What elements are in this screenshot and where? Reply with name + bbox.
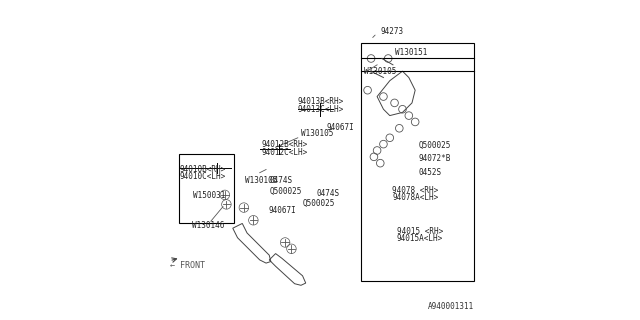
Text: 94015 <RH>: 94015 <RH> <box>397 227 443 236</box>
Text: 94072*B: 94072*B <box>419 154 451 163</box>
Text: 94015A<LH>: 94015A<LH> <box>397 234 443 243</box>
Text: W130105: W130105 <box>364 67 397 76</box>
Bar <box>361 43 474 281</box>
Text: Q500025: Q500025 <box>303 199 335 208</box>
Text: 94273: 94273 <box>380 27 403 36</box>
Text: 94012C<LH>: 94012C<LH> <box>261 148 308 157</box>
Text: 94067I: 94067I <box>326 123 354 132</box>
Text: W150031: W150031 <box>193 191 225 200</box>
Text: 0474S: 0474S <box>317 189 340 198</box>
Text: A940001311: A940001311 <box>428 302 474 311</box>
Text: 94013C<LH>: 94013C<LH> <box>298 105 344 114</box>
Text: 94067I: 94067I <box>269 206 296 215</box>
Text: Q500025: Q500025 <box>419 141 451 150</box>
Text: 94078 <RH>: 94078 <RH> <box>392 186 438 195</box>
Text: W130151: W130151 <box>394 48 427 57</box>
Text: ← FRONT: ← FRONT <box>170 261 205 270</box>
Bar <box>179 154 234 223</box>
Text: 94012B<RH>: 94012B<RH> <box>261 140 308 149</box>
Text: 0452S: 0452S <box>419 168 442 177</box>
Text: 94010B<RH>: 94010B<RH> <box>180 165 226 174</box>
Text: 94010C<LH>: 94010C<LH> <box>180 172 226 181</box>
Text: 0474S: 0474S <box>270 176 293 185</box>
Text: 94013B<RH>: 94013B<RH> <box>298 97 344 106</box>
Text: 94078A<LH>: 94078A<LH> <box>392 193 438 202</box>
Text: W130146: W130146 <box>193 221 225 230</box>
Text: W130105: W130105 <box>301 130 333 139</box>
Text: W130105: W130105 <box>246 176 278 185</box>
Text: Q500025: Q500025 <box>269 187 301 196</box>
